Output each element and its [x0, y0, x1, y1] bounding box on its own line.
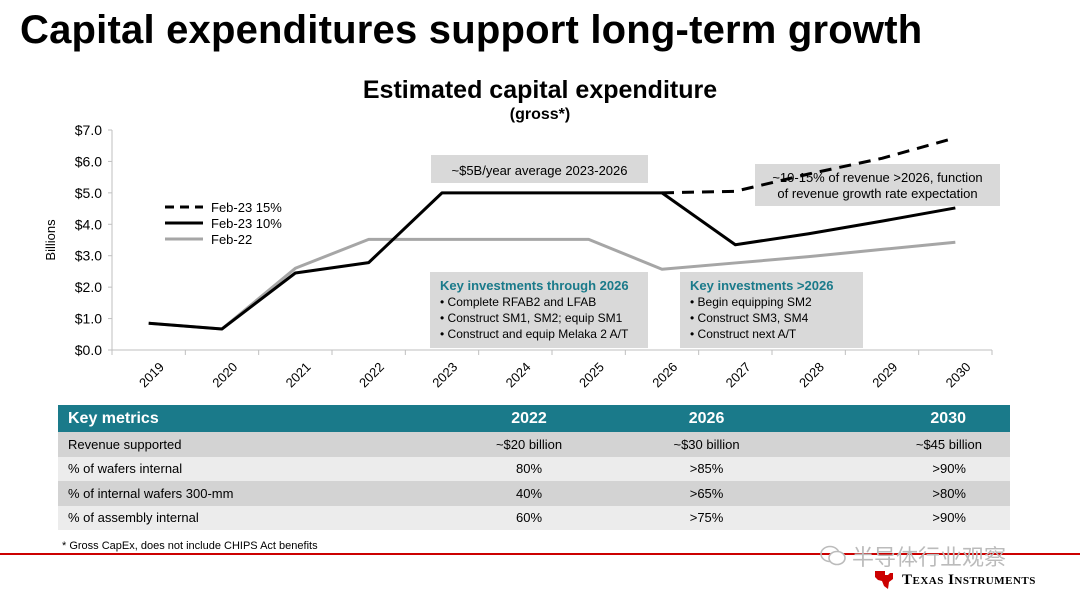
red-divider — [0, 553, 1080, 555]
revenue-note-text: ~10-15% of revenue >2026, function — [772, 170, 982, 185]
table-header-cell: 2022 — [440, 405, 618, 432]
investments-2026-box — [430, 272, 648, 348]
watermark-text: 半导体行业观察 — [852, 545, 1007, 570]
x-tick-label: 2021 — [283, 359, 314, 390]
investments-after-2026-item: • Construct SM3, SM4 — [690, 311, 809, 325]
table-header-cell: Key metrics — [58, 405, 441, 432]
table-cell: >90% — [795, 505, 1010, 530]
y-tick-label: $4.0 — [75, 216, 102, 232]
x-tick-label: 2027 — [723, 359, 754, 390]
investments-after-2026-item: • Construct next A/T — [690, 327, 797, 341]
table-cell: >65% — [617, 481, 796, 506]
ti-logo-text: Texas Instruments — [902, 571, 1036, 588]
table-cell: ~$30 billion — [617, 432, 796, 457]
investments-after-2026-title: Key investments >2026 — [690, 278, 833, 293]
investments-2026-item: • Construct and equip Melaka 2 A/T — [440, 327, 629, 341]
y-tick-label: $7.0 — [75, 122, 102, 138]
average-callout-text: ~$5B/year average 2023-2026 — [452, 163, 628, 178]
table-cell: ~$20 billion — [440, 432, 618, 457]
series-line-feb-22 — [148, 237, 956, 331]
y-tick-label: $3.0 — [75, 248, 102, 264]
table-cell: >80% — [795, 481, 1010, 506]
capex-line-chart: $0.0 $1.0 $2.0 $3.0 $4.0 $5.0 $6.0 $7.0 Billions… — [43, 122, 1000, 390]
investments-2026-item: • Construct SM1, SM2; equip SM1 — [440, 311, 623, 325]
investments-after-2026-item: • Begin equipping SM2 — [690, 295, 812, 309]
y-tick-label: $2.0 — [75, 279, 102, 295]
investments-2026-title: Key investments through 2026 — [440, 278, 629, 293]
y-axis-label: Billions — [43, 219, 58, 261]
x-tick-label: 2030 — [943, 359, 974, 390]
table-cell: % of wafers internal — [58, 456, 441, 481]
revenue-note-box — [755, 164, 1000, 206]
table-cell: Revenue supported — [58, 432, 441, 457]
y-tick-label: $0.0 — [75, 342, 102, 358]
y-tick-label: $5.0 — [75, 185, 102, 201]
table-cell: % of internal wafers 300-mm — [58, 481, 441, 506]
table-cell: 80% — [440, 456, 618, 481]
wechat-icon — [820, 545, 846, 566]
table-cell: 60% — [440, 505, 618, 530]
watermark: 半导体行业观察 — [820, 540, 1006, 572]
y-tick-label: $6.0 — [75, 153, 102, 169]
texas-instruments-logo-icon — [875, 571, 893, 589]
legend-label: Feb-23 15% — [211, 200, 282, 215]
table-header-cell: 2030 — [795, 405, 1010, 432]
x-tick-label: 2024 — [503, 359, 534, 390]
x-tick-label: 2020 — [209, 359, 240, 390]
investments-after-2026-box — [680, 272, 863, 348]
y-tick-label: $1.0 — [75, 311, 102, 327]
series-line-feb-23-15- — [661, 136, 956, 195]
table-row: Revenue supported ~$20 billion ~$30 bill… — [58, 432, 1010, 457]
table-cell: 40% — [440, 481, 618, 506]
chart-subtitle: (gross*) — [509, 106, 571, 123]
x-tick-label: 2019 — [136, 359, 167, 390]
table-row: % of wafers internal 80% >85% >90% — [58, 456, 1010, 481]
table-cell: >85% — [617, 456, 796, 481]
revenue-note-text: of revenue growth rate expectation — [777, 186, 977, 201]
chart-title: Estimated capital expenditure — [362, 76, 718, 104]
x-tick-label: 2028 — [796, 359, 827, 390]
legend-label: Feb-23 10% — [211, 216, 282, 231]
x-tick-label: 2023 — [429, 359, 460, 390]
x-tick-label: 2022 — [356, 359, 387, 390]
ti-logo: Texas Instruments — [872, 568, 1036, 592]
series-line-feb-23-10- — [148, 191, 956, 331]
table-cell: >75% — [617, 505, 796, 530]
table-row: % of assembly internal 60% >75% >90% — [58, 505, 1010, 530]
table-cell: ~$45 billion — [795, 432, 1010, 457]
footnote: * Gross CapEx, does not include CHIPS Ac… — [62, 540, 318, 552]
table-cell: % of assembly internal — [58, 505, 441, 530]
table-row: % of internal wafers 300-mm 40% >65% >80… — [58, 481, 1010, 506]
average-callout-box — [431, 155, 648, 183]
slide-title: Capital expenditures support long-term g… — [20, 8, 923, 52]
table-header-cell: 2026 — [617, 405, 796, 432]
legend-label: Feb-22 — [211, 232, 252, 247]
table-header-row: Key metrics 2022 2026 2030 — [58, 405, 1010, 432]
x-tick-label: 2026 — [649, 359, 680, 390]
x-tick-label: 2029 — [869, 359, 900, 390]
x-tick-label: 2025 — [576, 359, 607, 390]
table-cell: >90% — [795, 456, 1010, 481]
investments-2026-item: • Complete RFAB2 and LFAB — [440, 295, 596, 309]
key-metrics-table: Key metrics 2022 2026 2030 Revenue suppo… — [58, 405, 1010, 530]
